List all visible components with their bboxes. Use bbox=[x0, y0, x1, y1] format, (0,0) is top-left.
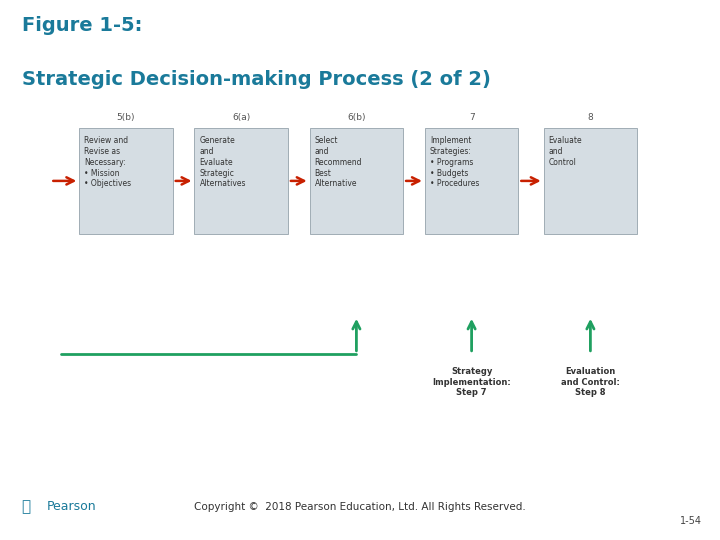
FancyBboxPatch shape bbox=[544, 128, 637, 233]
Text: Generate
and
Evaluate
Strategic
Alternatives: Generate and Evaluate Strategic Alternat… bbox=[199, 136, 246, 188]
Text: 6(a): 6(a) bbox=[232, 113, 251, 122]
Text: Evaluation
and Control:
Step 8: Evaluation and Control: Step 8 bbox=[561, 367, 620, 397]
Text: 7: 7 bbox=[469, 113, 474, 122]
FancyBboxPatch shape bbox=[194, 128, 288, 233]
Text: Figure 1-5:: Figure 1-5: bbox=[22, 16, 142, 35]
FancyBboxPatch shape bbox=[425, 128, 518, 233]
Text: Copyright ©  2018 Pearson Education, Ltd. All Rights Reserved.: Copyright © 2018 Pearson Education, Ltd.… bbox=[194, 502, 526, 511]
FancyBboxPatch shape bbox=[79, 128, 173, 233]
Text: Pearson: Pearson bbox=[47, 500, 96, 513]
Text: 5(b): 5(b) bbox=[117, 113, 135, 122]
Text: Review and
Revise as
Necessary:
• Mission
• Objectives: Review and Revise as Necessary: • Missio… bbox=[84, 136, 131, 188]
Text: 1-54: 1-54 bbox=[680, 516, 702, 526]
Text: 6(b): 6(b) bbox=[347, 113, 366, 122]
FancyBboxPatch shape bbox=[310, 128, 403, 233]
Text: Select
and
Recommend
Best
Alternative: Select and Recommend Best Alternative bbox=[315, 136, 362, 188]
Text: Ⓟ: Ⓟ bbox=[22, 499, 31, 514]
Text: Evaluate
and
Control: Evaluate and Control bbox=[549, 136, 582, 167]
Text: Strategy
Implementation:
Step 7: Strategy Implementation: Step 7 bbox=[432, 367, 511, 397]
Text: Strategic Decision-making Process (2 of 2): Strategic Decision-making Process (2 of … bbox=[22, 70, 490, 89]
Text: Implement
Strategies:
• Programs
• Budgets
• Procedures: Implement Strategies: • Programs • Budge… bbox=[430, 136, 480, 188]
Text: 8: 8 bbox=[588, 113, 593, 122]
